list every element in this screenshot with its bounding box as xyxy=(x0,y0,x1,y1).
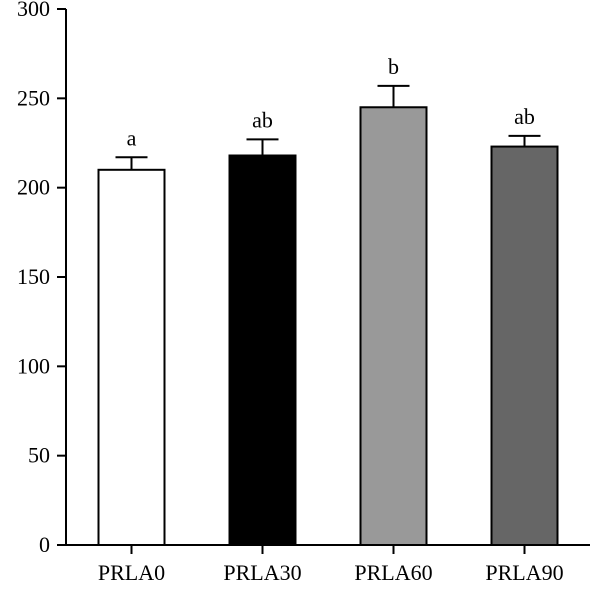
bar-prla90 xyxy=(490,145,559,546)
y-tick-label: 50 xyxy=(28,443,50,468)
bar-prla30 xyxy=(228,154,297,547)
significance-label: b xyxy=(388,54,399,79)
significance-label: a xyxy=(127,125,137,150)
y-tick-label: 100 xyxy=(17,353,50,378)
x-tick-label: PRLA90 xyxy=(485,560,563,585)
x-axis: PRLA0 PRLA30 PRLA60 PRLA90 xyxy=(66,544,590,585)
significance-label: ab xyxy=(252,107,273,132)
x-tick-label: PRLA30 xyxy=(223,560,301,585)
y-tick-label: 300 xyxy=(17,0,50,21)
bar-prla0 xyxy=(97,168,166,547)
significance-label: ab xyxy=(514,104,535,129)
x-tick-label: PRLA60 xyxy=(354,560,432,585)
y-tick-label: 200 xyxy=(17,175,50,200)
bar-prla60 xyxy=(359,106,428,547)
x-tick-label: PRLA0 xyxy=(98,560,165,585)
y-tick-label: 150 xyxy=(17,264,50,289)
bars: a ab b ab xyxy=(97,54,559,547)
y-axis: 0 50 100 150 200 250 300 xyxy=(17,0,67,557)
y-tick-label: 250 xyxy=(17,85,50,110)
y-tick-label: 0 xyxy=(39,532,50,557)
